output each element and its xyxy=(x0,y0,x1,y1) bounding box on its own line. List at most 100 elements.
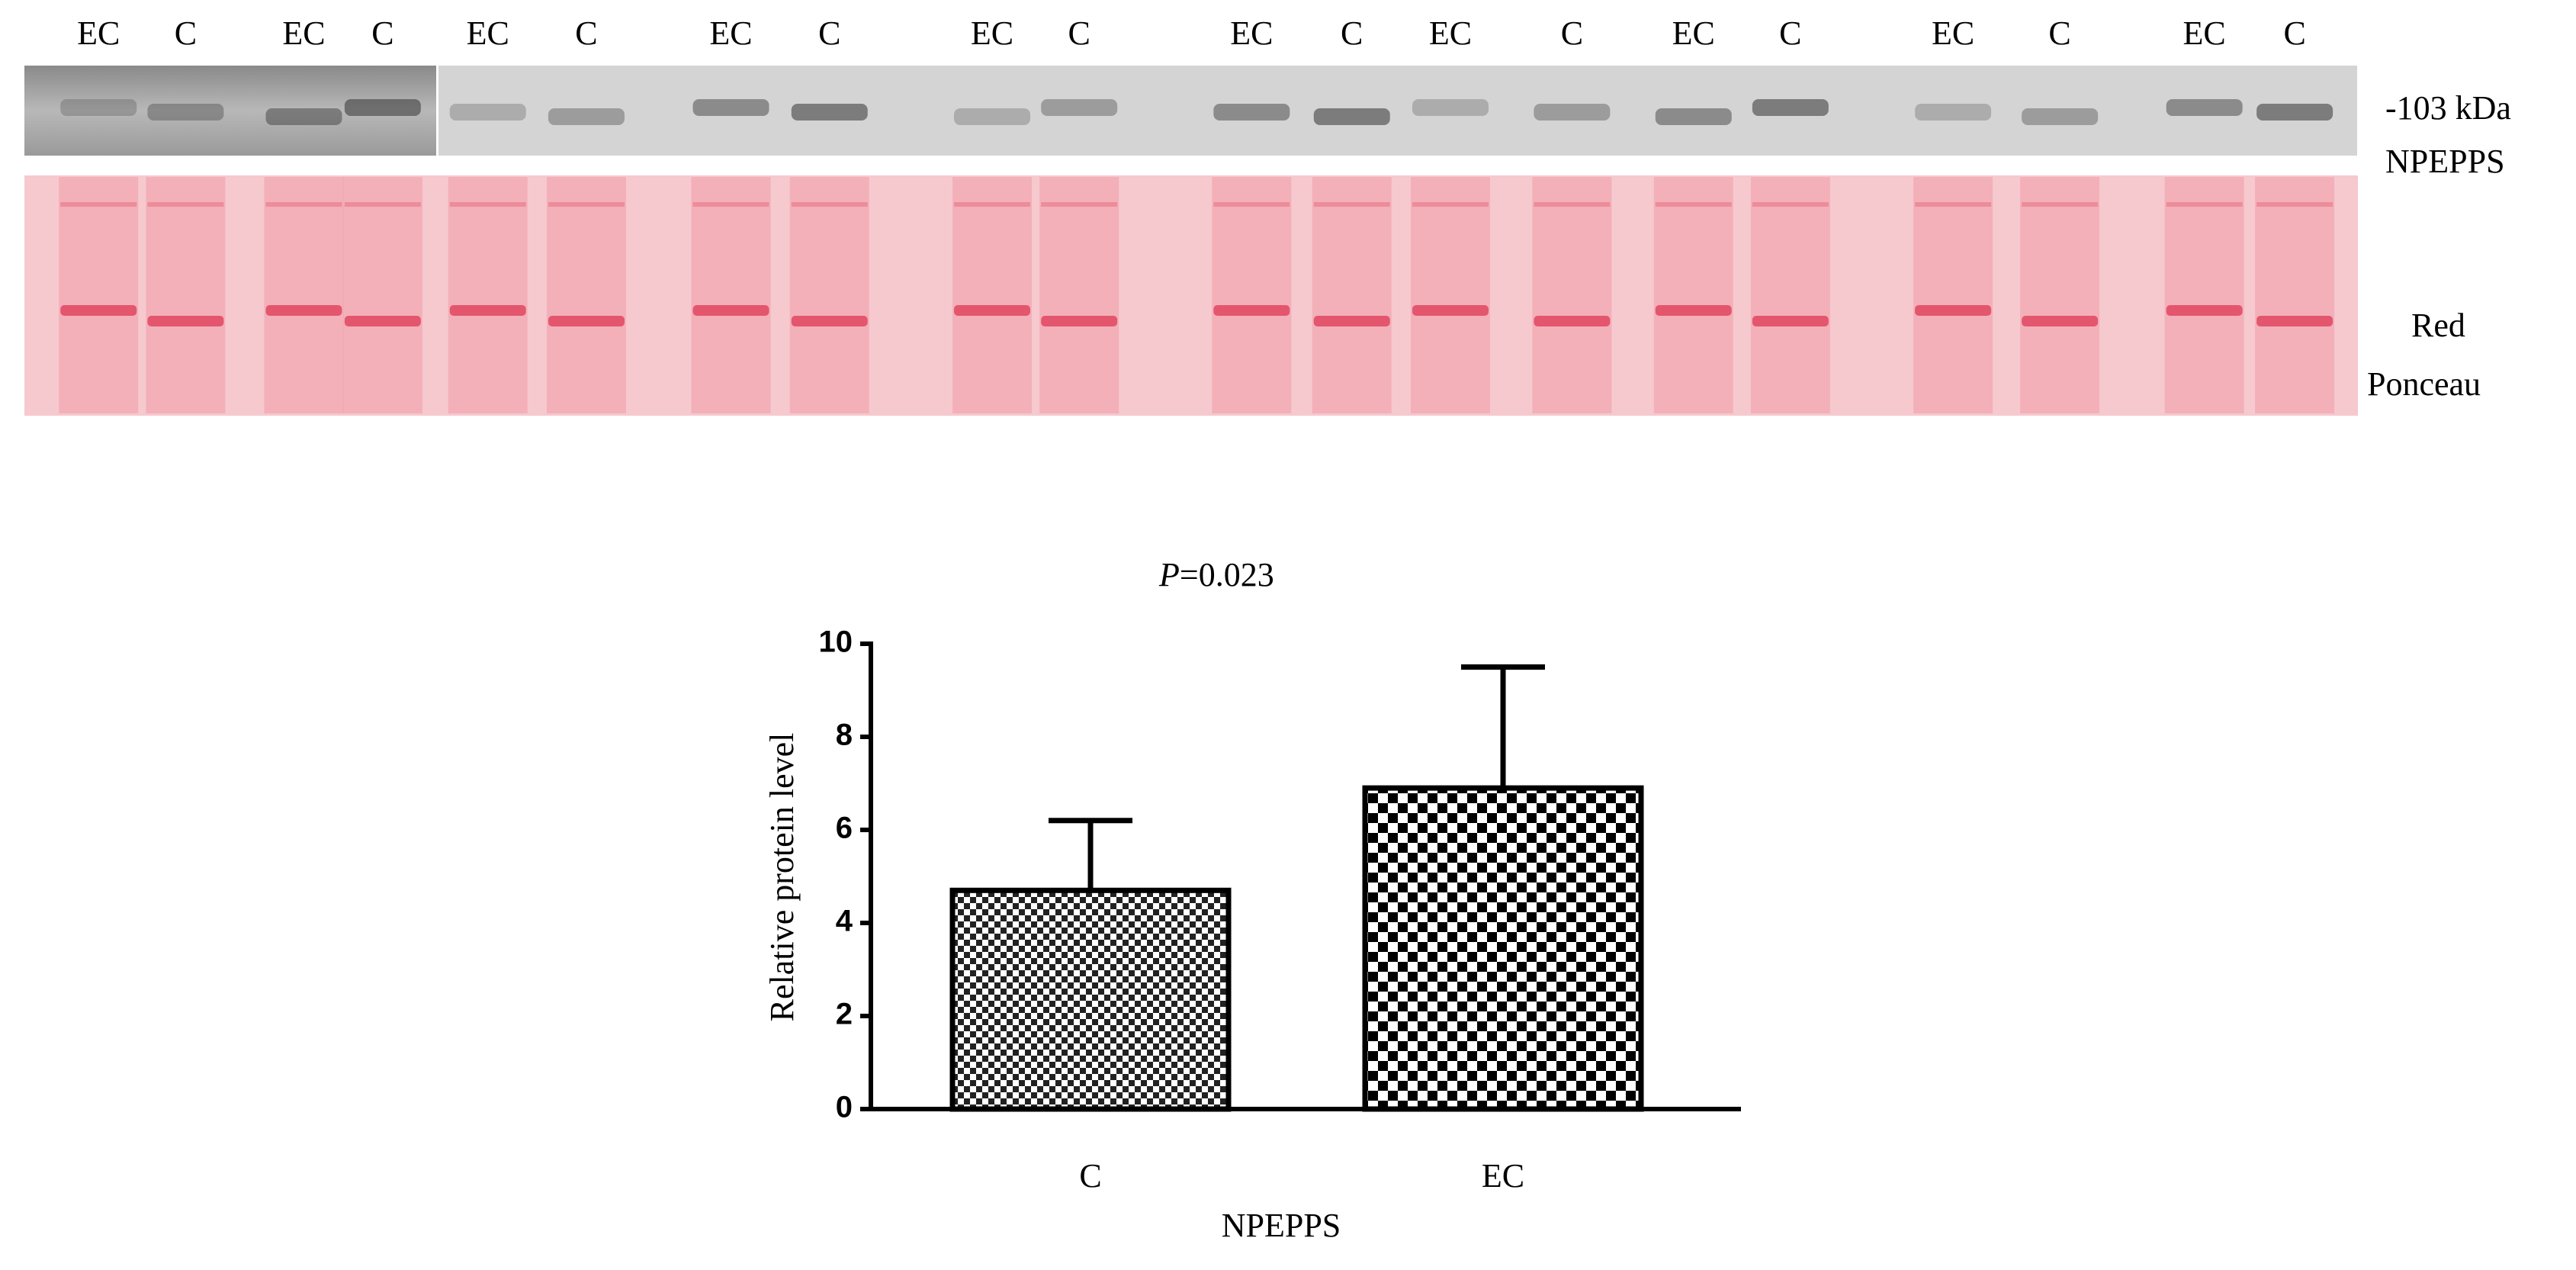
y-tick-label: 6 xyxy=(836,812,853,845)
y-tick-label: 4 xyxy=(836,905,853,938)
lane-label: C xyxy=(1561,14,1583,52)
ponceau-band xyxy=(954,202,1031,207)
ponceau-lane xyxy=(264,177,344,413)
lane-band xyxy=(954,108,1031,125)
ponceau-band xyxy=(1655,305,1732,316)
ponceau-lane xyxy=(1039,177,1119,413)
p-value: P=0.023 xyxy=(1158,556,1274,593)
y-tick-label: 0 xyxy=(836,1091,853,1124)
ponceau-band xyxy=(344,316,421,326)
ponceau-lane xyxy=(952,177,1033,413)
ponceau-lane xyxy=(1410,177,1490,413)
ponceau-band xyxy=(1752,202,1829,207)
lane-label: C xyxy=(818,14,840,52)
ponceau-band xyxy=(1412,305,1489,316)
ponceau-band xyxy=(548,316,625,326)
x-tick-label: EC xyxy=(1482,1157,1524,1194)
lane-label: EC xyxy=(282,14,325,52)
y-tick-label: 2 xyxy=(836,998,853,1031)
protein-label: NPEPPS xyxy=(2385,143,2505,180)
lane-band xyxy=(2256,104,2333,121)
ponceau-band xyxy=(1412,202,1489,207)
blot-strip xyxy=(438,66,2357,156)
p-symbol: P xyxy=(1158,556,1180,593)
ponceau-lane xyxy=(2020,177,2100,413)
y-tick-label: 8 xyxy=(836,719,853,752)
ponceau-band xyxy=(954,305,1031,316)
lane-band xyxy=(548,108,625,125)
lane-label: EC xyxy=(1932,14,1974,52)
lane-band xyxy=(449,104,526,121)
ponceau-band xyxy=(1915,305,1992,316)
lane-band xyxy=(344,99,421,116)
ponceau-band xyxy=(1655,202,1732,207)
ponceau-band xyxy=(2166,305,2243,316)
lane-band xyxy=(60,99,137,116)
ponceau-lane xyxy=(2164,177,2244,413)
ponceau-band xyxy=(1915,202,1992,207)
lane-band xyxy=(1655,108,1732,125)
lane-label: EC xyxy=(1230,14,1273,52)
ponceau-lane xyxy=(448,177,528,413)
ponceau-band xyxy=(791,202,868,207)
lane-band xyxy=(1534,104,1611,121)
ponceau-band xyxy=(692,202,769,207)
lane-label: EC xyxy=(467,14,509,52)
ponceau-band xyxy=(449,202,526,207)
ponceau-band xyxy=(449,305,526,316)
ponceau-band xyxy=(1313,316,1390,326)
ponceau-band xyxy=(2256,316,2333,326)
lane-label: C xyxy=(1779,14,1801,52)
ponceau-band xyxy=(692,305,769,316)
ponceau-band xyxy=(1041,316,1118,326)
ponceau-lane xyxy=(1312,177,1392,413)
lane-band xyxy=(791,104,868,121)
lane-band xyxy=(1213,104,1290,121)
ponceau-lane xyxy=(1913,177,1993,413)
ponceau-band xyxy=(1213,202,1290,207)
ponceau-lane xyxy=(146,177,226,413)
lane-band xyxy=(147,104,224,121)
ponceau-band xyxy=(147,316,224,326)
ponceau-lane xyxy=(1750,177,1830,413)
ponceau-band xyxy=(2022,316,2099,326)
ponceau-lane xyxy=(691,177,771,413)
lane-label: C xyxy=(175,14,197,52)
ponceau-lane xyxy=(1653,177,1733,413)
ponceau-band xyxy=(1213,305,1290,316)
ponceau-band xyxy=(2022,202,2099,207)
ponceau-band xyxy=(344,202,421,207)
lane-label: C xyxy=(1068,14,1090,52)
lane-label: EC xyxy=(971,14,1013,52)
ponceau-lane xyxy=(546,177,626,413)
stain-label: Red xyxy=(2411,307,2465,344)
lane-label: C xyxy=(1341,14,1363,52)
ponceau-band xyxy=(1041,202,1118,207)
ponceau-lane xyxy=(1532,177,1612,413)
ponceau-band xyxy=(1752,316,1829,326)
lane-band xyxy=(1412,99,1489,116)
ponceau-band xyxy=(1534,202,1611,207)
ponceau-band xyxy=(548,202,625,207)
ponceau-band xyxy=(265,305,342,316)
ponceau-lane xyxy=(789,177,869,413)
lane-band xyxy=(265,108,342,125)
ponceau-band xyxy=(60,305,137,316)
x-axis-label: NPEPPS xyxy=(1222,1207,1341,1244)
lane-label: EC xyxy=(2183,14,2226,52)
stain-label: Ponceau xyxy=(2367,365,2481,403)
lane-label: C xyxy=(371,14,393,52)
lane-label: C xyxy=(2283,14,2305,52)
lane-band xyxy=(2166,99,2243,116)
ponceau-band xyxy=(147,202,224,207)
lane-band xyxy=(1041,99,1118,116)
ponceau-band xyxy=(1313,202,1390,207)
lane-label: EC xyxy=(709,14,752,52)
ponceau-band xyxy=(2166,202,2243,207)
p-number: =0.023 xyxy=(1180,556,1274,593)
lane-band xyxy=(1915,104,1992,121)
ponceau-lane xyxy=(342,177,422,413)
y-axis-label: Relative protein level xyxy=(763,733,801,1022)
lane-band xyxy=(1752,99,1829,116)
